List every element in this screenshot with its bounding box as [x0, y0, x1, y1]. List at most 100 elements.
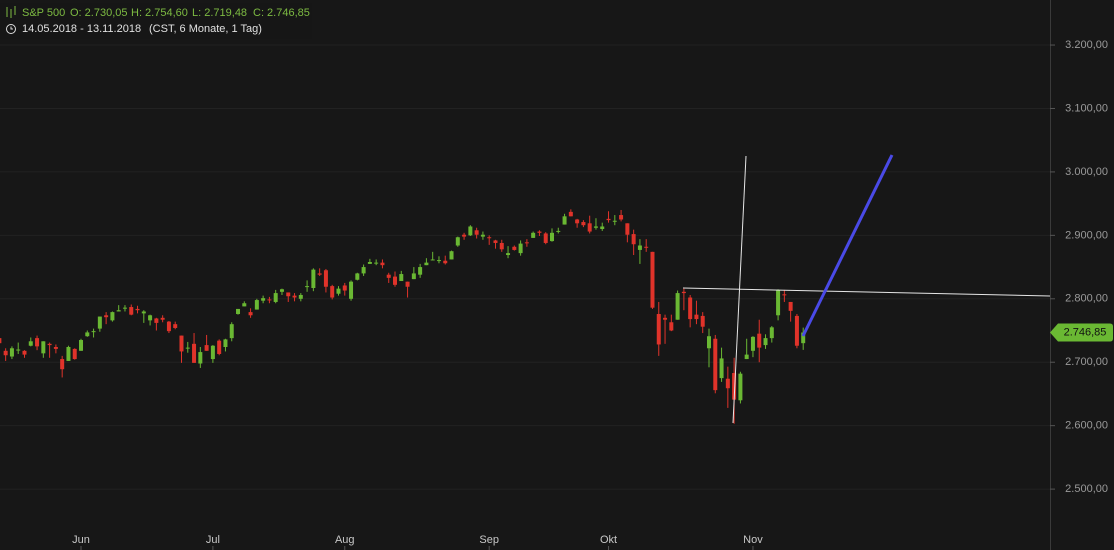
- candle-body: [531, 232, 536, 238]
- candle-body: [336, 288, 341, 294]
- candle-body: [386, 274, 391, 278]
- candle-body: [129, 307, 134, 315]
- candle-body: [173, 324, 178, 328]
- candle-body: [769, 327, 774, 339]
- candle-body: [455, 237, 460, 246]
- candle-body: [631, 234, 636, 245]
- candle-body: [499, 242, 504, 250]
- candle-body: [474, 230, 479, 235]
- candle-body: [16, 349, 21, 351]
- y-tick-label: 2.800,00: [1065, 293, 1108, 305]
- candle-body: [380, 262, 385, 266]
- legend-open: O: 2.730,05: [70, 7, 128, 19]
- drawn-line: [682, 287, 1051, 297]
- candle-body: [148, 315, 153, 321]
- candle-body: [317, 273, 322, 275]
- candle-body: [606, 218, 611, 221]
- candle-body: [185, 347, 190, 349]
- candle-body: [393, 276, 398, 285]
- candle-body: [160, 317, 165, 320]
- candle-body: [374, 262, 379, 264]
- price-tag-label: 2.746,85: [1064, 326, 1107, 338]
- candle-body: [286, 292, 291, 297]
- y-tick-label: 2.500,00: [1065, 483, 1108, 495]
- candle-body: [644, 246, 649, 248]
- candle-body: [367, 261, 372, 264]
- x-tick-label: Sep: [479, 534, 499, 546]
- candle-body: [399, 274, 404, 282]
- candle-body: [493, 240, 498, 243]
- legend-high: H: 2.754,60: [131, 7, 188, 19]
- candle-body: [424, 262, 429, 266]
- candle-body: [242, 303, 247, 307]
- candle-body: [430, 259, 435, 261]
- candle-body: [179, 335, 184, 352]
- candle-body: [298, 294, 303, 299]
- candle-body: [122, 307, 127, 309]
- candle-body: [669, 322, 674, 331]
- candle-body: [292, 295, 297, 298]
- candle-body: [700, 315, 705, 327]
- candle-body: [35, 338, 40, 347]
- candle-body: [663, 317, 668, 320]
- candle-body: [524, 242, 529, 244]
- y-tick-label: 3.100,00: [1065, 102, 1108, 114]
- candle-body: [480, 234, 485, 237]
- candle-body: [719, 358, 724, 379]
- candle-body: [550, 232, 555, 242]
- candle-body: [418, 267, 423, 275]
- candle-body: [462, 234, 467, 237]
- candle-body: [305, 286, 310, 288]
- candle-body: [443, 260, 448, 264]
- candle-body: [349, 281, 354, 299]
- date-range: 14.05.2018 - 13.11.2018: [22, 23, 141, 35]
- candle-body: [267, 299, 272, 301]
- candle-body: [713, 338, 718, 391]
- candle-body: [487, 237, 492, 239]
- chart-info: (CST, 6 Monate, 1 Tag): [149, 23, 262, 35]
- y-tick-label: 3.200,00: [1065, 39, 1108, 51]
- x-tick-label: Aug: [335, 534, 355, 546]
- header-bg: [0, 3, 312, 39]
- candle-body: [656, 314, 661, 345]
- candle-body: [104, 315, 109, 318]
- candle-body: [229, 324, 234, 339]
- candle-body: [141, 311, 146, 314]
- candle-body: [116, 310, 121, 312]
- candle-body: [732, 373, 737, 400]
- candle-body: [217, 340, 222, 354]
- candle-body: [66, 347, 71, 361]
- candle-body: [254, 300, 259, 310]
- plot-area: [0, 44, 1050, 490]
- candle-body: [53, 347, 58, 349]
- candle-body: [575, 219, 580, 224]
- drawn-line: [732, 155, 747, 424]
- candle-body: [593, 226, 598, 228]
- candle-body: [782, 294, 787, 296]
- candle-body: [763, 338, 768, 346]
- candle-body: [562, 216, 567, 225]
- candle-body: [204, 345, 209, 351]
- candle-body: [744, 354, 749, 360]
- candle-body: [581, 222, 586, 226]
- candle-body: [675, 293, 680, 320]
- candle-body: [600, 226, 605, 230]
- candle-body: [725, 378, 730, 389]
- x-tick-label: Okt: [600, 534, 617, 546]
- x-tick-label: Jul: [206, 534, 220, 546]
- candle-body: [47, 343, 52, 346]
- candle-body: [537, 231, 542, 233]
- candle-body: [279, 289, 284, 292]
- candle-body: [681, 291, 686, 294]
- candle-body: [449, 251, 454, 260]
- candle-body: [650, 251, 655, 308]
- candle-body: [28, 341, 33, 346]
- candle-body: [512, 246, 517, 250]
- candle-body: [750, 336, 755, 351]
- candle-body: [311, 269, 316, 289]
- candle-body: [361, 267, 366, 274]
- candle-body: [801, 332, 806, 344]
- candle-body: [587, 223, 592, 232]
